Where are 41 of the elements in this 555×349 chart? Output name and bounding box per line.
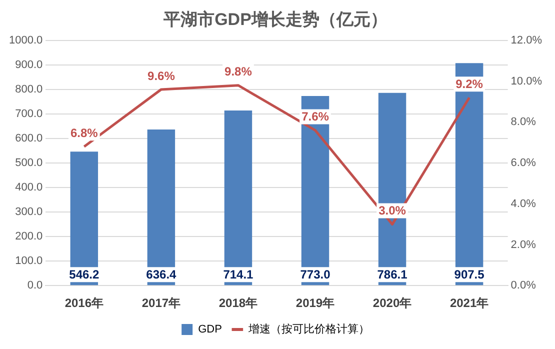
data-label: 9.6%: [148, 68, 176, 83]
y2-tick-label: 0.0%: [510, 280, 536, 292]
x-tick-label: 2021年: [450, 296, 489, 310]
y2-tick-label: 2.0%: [510, 238, 536, 251]
x-tick-label: 2020年: [372, 296, 412, 310]
x-tick-label: 2018年: [218, 296, 258, 310]
y-tick-label: 0.0: [27, 280, 43, 292]
x-tick-label: 2016年: [64, 296, 104, 310]
y2-tick-label: 10.0%: [510, 75, 542, 88]
data-label: 714.1: [223, 267, 254, 282]
legend-label: GDP: [198, 324, 222, 336]
y-tick-label: 900.0: [15, 58, 43, 71]
data-label: 636.4: [146, 267, 177, 282]
data-label: 9.2%: [456, 76, 484, 91]
data-label: 7.6%: [302, 110, 330, 124]
data-label: 786.1: [377, 267, 408, 282]
y-tick-label: 700.0: [15, 108, 43, 120]
data-label: 773.0: [300, 267, 331, 282]
y-tick-label: 100.0: [15, 255, 43, 268]
y-tick-label: 500.0: [15, 157, 43, 170]
data-label: 6.8%: [70, 126, 98, 140]
y-tick-label: 600.0: [15, 132, 43, 145]
y2-tick-label: 4.0%: [510, 198, 536, 210]
y-tick-label: 1000.0: [8, 34, 43, 46]
chart-title: 平湖市GDP增长走势（亿元）: [162, 10, 388, 29]
y-tick-label: 800.0: [15, 83, 43, 96]
y-tick-label: 200.0: [15, 230, 43, 243]
data-label: 907.5: [454, 267, 485, 282]
data-label: 3.0%: [378, 204, 406, 218]
x-tick-label: 2017年: [142, 296, 181, 310]
legend-label: 增速（按可比价格计算）: [247, 322, 370, 336]
bar: [147, 130, 176, 286]
x-tick-label: 2019年: [296, 296, 335, 310]
data-label: 9.8%: [224, 64, 252, 79]
y2-tick-label: 8.0%: [510, 116, 536, 128]
y2-tick-label: 6.0%: [510, 157, 536, 170]
y2-tick-label: 12.0%: [510, 34, 542, 46]
y-tick-label: 300.0: [15, 206, 43, 218]
y-tick-label: 400.0: [15, 182, 43, 194]
data-label: 546.2: [69, 267, 100, 282]
bar: [224, 110, 252, 286]
